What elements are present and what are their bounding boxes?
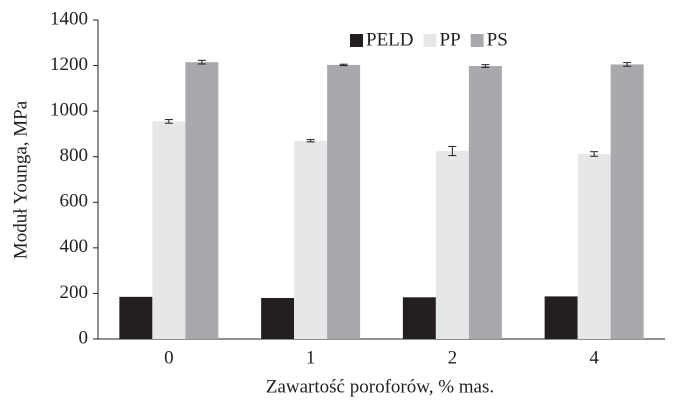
y-axis-label: Moduł Younga, MPa bbox=[10, 100, 31, 259]
bar bbox=[119, 296, 153, 339]
error-bar bbox=[339, 63, 348, 67]
bar bbox=[402, 297, 436, 339]
y-tick-label: 0 bbox=[79, 327, 89, 348]
x-tick-label: 0 bbox=[164, 347, 174, 368]
x-tick-label: 1 bbox=[306, 347, 316, 368]
legend-label: PP bbox=[440, 29, 461, 50]
x-tick-label: 2 bbox=[448, 347, 458, 368]
bar bbox=[544, 296, 578, 339]
x-tick-label: 4 bbox=[589, 347, 599, 368]
y-tick-label: 1400 bbox=[50, 8, 88, 29]
bar bbox=[261, 297, 295, 339]
bar bbox=[435, 151, 469, 339]
legend-swatch bbox=[423, 34, 437, 47]
error-bar bbox=[448, 145, 457, 157]
error-bar bbox=[590, 151, 599, 157]
x-axis-label: Zawartość poroforów, % mas. bbox=[266, 376, 494, 397]
y-tick-label: 200 bbox=[60, 282, 89, 303]
legend-label: PELD bbox=[366, 29, 414, 50]
bar bbox=[577, 153, 611, 339]
legend-swatch bbox=[470, 34, 484, 47]
bar bbox=[327, 64, 361, 340]
y-tick-label: 1200 bbox=[50, 54, 88, 75]
error-bar bbox=[164, 119, 173, 124]
bar bbox=[468, 66, 502, 339]
y-tick-label: 1000 bbox=[50, 100, 88, 121]
bar bbox=[610, 64, 644, 340]
error-bar bbox=[623, 62, 632, 67]
error-bar bbox=[306, 139, 315, 143]
legend-label: PS bbox=[487, 29, 508, 50]
y-tick-label: 400 bbox=[60, 236, 89, 257]
bar bbox=[294, 140, 328, 339]
legend-swatch bbox=[350, 34, 363, 47]
error-bar bbox=[481, 64, 490, 68]
y-tick-label: 800 bbox=[60, 145, 89, 166]
y-tick-label: 600 bbox=[60, 191, 89, 212]
bar bbox=[152, 121, 186, 340]
error-bar bbox=[197, 59, 206, 65]
bar bbox=[185, 62, 219, 340]
